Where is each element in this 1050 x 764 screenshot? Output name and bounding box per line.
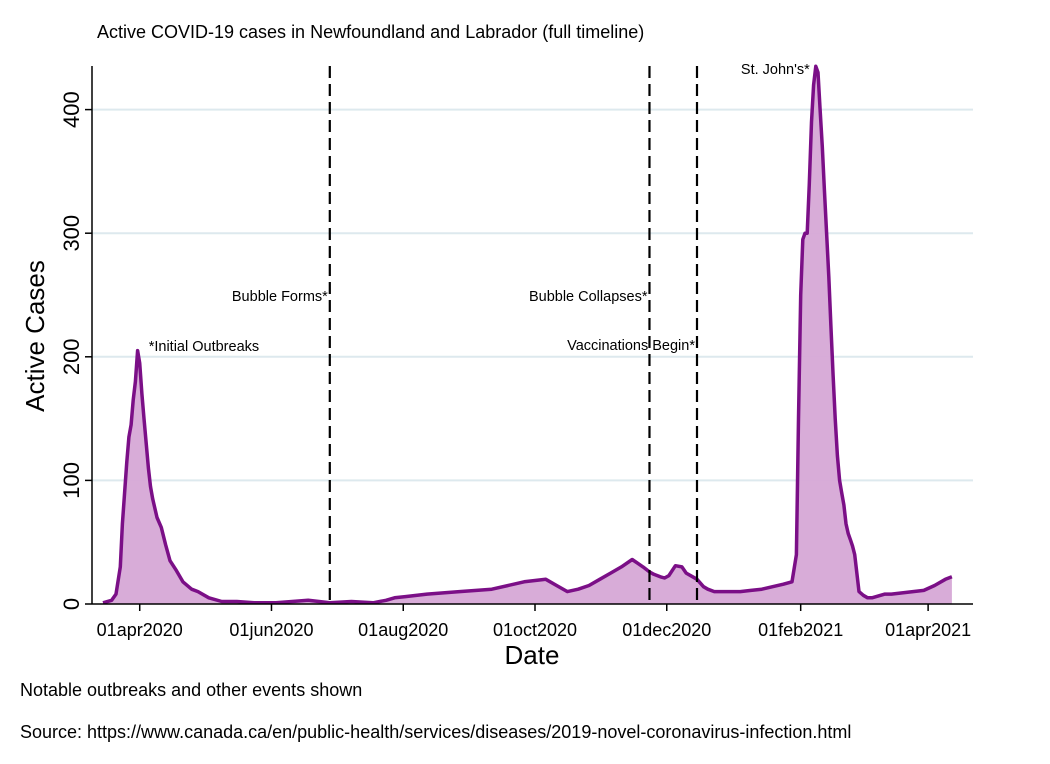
series-fill — [103, 66, 952, 605]
x-tick-label-1: 01jun2020 — [229, 620, 313, 640]
y-tick-label-200: 200 — [59, 338, 84, 375]
event-label-3: Vaccinations Begin* — [567, 338, 695, 354]
event-label-2: Bubble Collapses* — [529, 289, 648, 305]
footnote-source: Source: https://www.canada.ca/en/public-… — [20, 722, 852, 742]
x-tick-label-0: 01apr2020 — [97, 620, 183, 640]
x-tick-label-4: 01dec2020 — [622, 620, 711, 640]
y-tick-label-100: 100 — [59, 462, 84, 499]
x-tick-label-6: 01apr2021 — [885, 620, 971, 640]
chart-title: Active COVID-19 cases in Newfoundland an… — [97, 22, 644, 42]
x-axis: 01apr2020 01jun2020 01aug2020 01oct2020 01de… — [92, 603, 973, 640]
event-label-4: St. John's* — [741, 62, 810, 78]
event-labels: *Initial Outbreaks Bubble Forms* Bubble Co… — [149, 62, 810, 355]
series-area — [102, 64, 953, 605]
y-axis: 0 100 200 300 400 — [59, 66, 93, 610]
y-tick-label-300: 300 — [59, 215, 84, 252]
y-tick-label-0: 0 — [59, 598, 84, 610]
y-tick-label-400: 400 — [59, 91, 84, 128]
x-tick-label-5: 01feb2021 — [758, 620, 843, 640]
event-lines — [328, 66, 699, 604]
x-axis-label: Date — [505, 640, 560, 670]
x-tick-label-3: 01oct2020 — [493, 620, 577, 640]
y-axis-label: Active Cases — [20, 260, 50, 412]
footnote-events: Notable outbreaks and other events shown — [20, 680, 363, 700]
event-label-0: *Initial Outbreaks — [149, 339, 259, 355]
event-label-1: Bubble Forms* — [232, 289, 328, 305]
series-line — [102, 64, 953, 605]
x-tick-label-2: 01aug2020 — [358, 620, 448, 640]
